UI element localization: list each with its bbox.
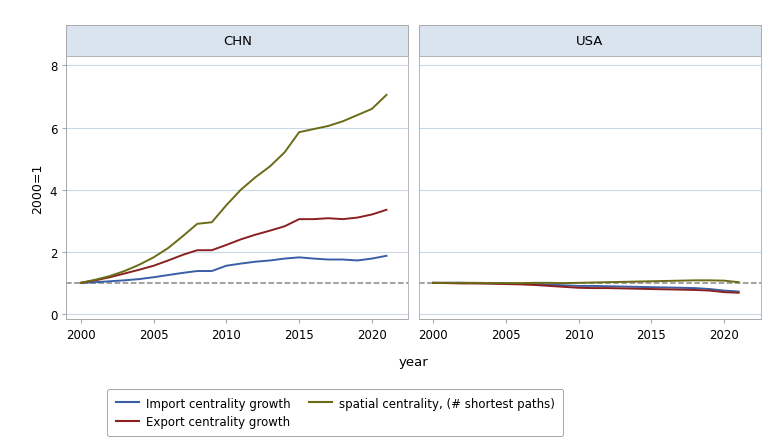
- Legend: Import centrality growth, Export centrality growth, spatial centrality, (# short: Import centrality growth, Export central…: [108, 389, 563, 437]
- Y-axis label: 2000=1: 2000=1: [31, 163, 44, 213]
- Text: USA: USA: [576, 35, 603, 48]
- Text: year: year: [399, 355, 428, 368]
- Text: CHN: CHN: [223, 35, 252, 48]
